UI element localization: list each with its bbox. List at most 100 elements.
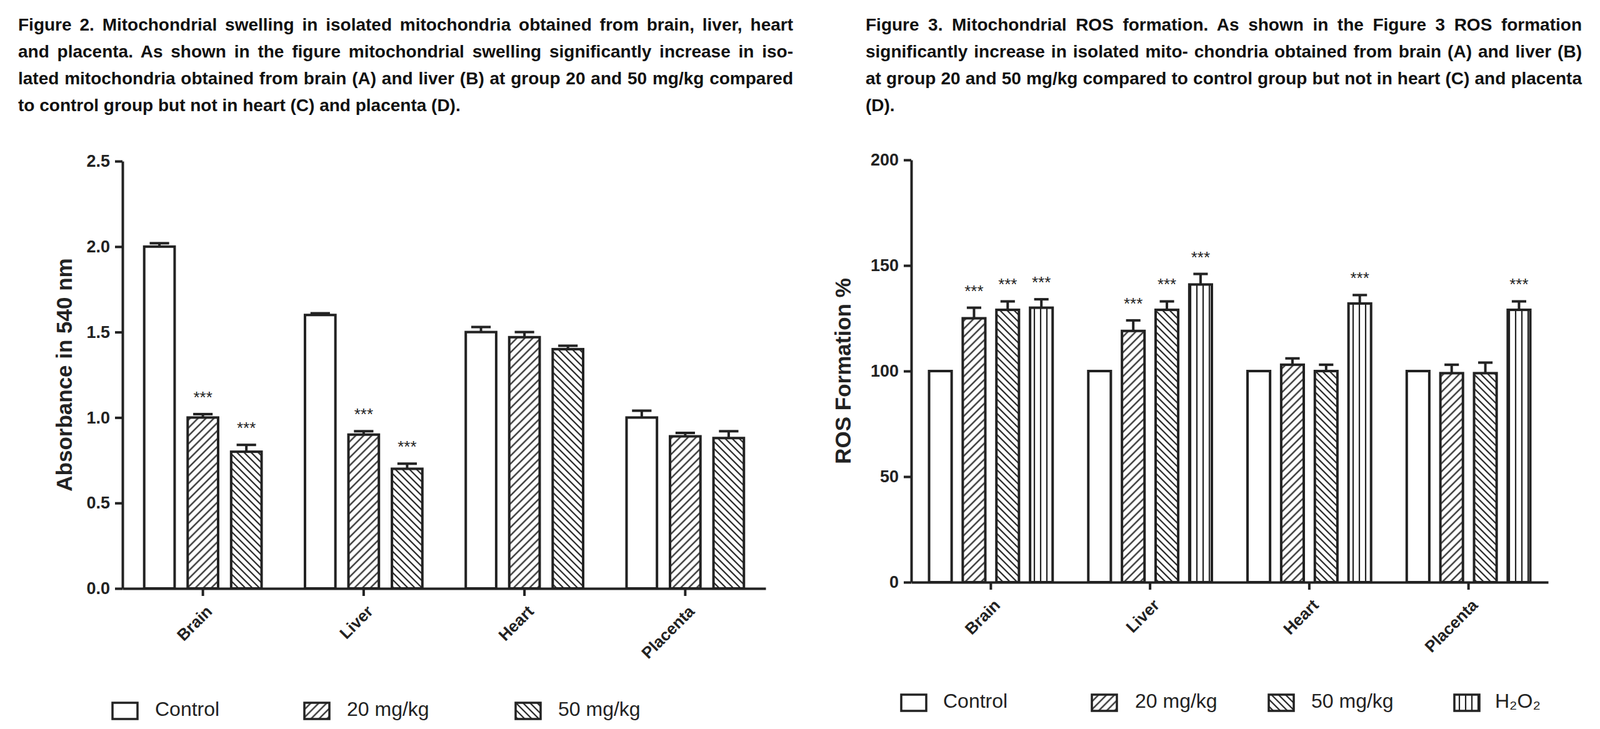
bar — [670, 436, 701, 589]
y-tick: 1.5 — [86, 323, 123, 342]
error-bar-cap — [718, 430, 739, 433]
x-axis-line — [911, 581, 1549, 585]
legend-swatch — [515, 703, 541, 720]
error-bar-stem — [1358, 295, 1362, 304]
x-axis: Brain Liver Heart Placenta — [123, 588, 767, 663]
y-tick-mark — [115, 160, 123, 164]
legend-swatch — [1268, 695, 1294, 712]
bar — [996, 310, 1019, 583]
legend-swatch — [112, 703, 138, 720]
y-tick: 1.0 — [86, 408, 123, 428]
error-bar-stem — [1517, 301, 1520, 310]
y-tick: 150 — [870, 256, 912, 275]
error-bar — [1034, 299, 1049, 309]
legend-label: 50 mg/kg — [558, 698, 641, 721]
error-bar — [397, 463, 417, 469]
error-bar-stem — [1199, 274, 1202, 285]
legend-item: 20 mg/kg — [304, 698, 430, 721]
y-tick-label: 0.5 — [86, 493, 110, 513]
error-bar — [1126, 320, 1141, 332]
annotations: ************************ — [964, 248, 1529, 314]
error-bar — [193, 414, 213, 418]
y-tick-label: 200 — [870, 150, 899, 170]
y-tick: 50 — [880, 467, 912, 487]
error-bar-cap — [1285, 357, 1300, 360]
significance-label: *** — [236, 418, 256, 438]
bar — [626, 417, 657, 589]
bar — [1406, 371, 1430, 583]
x-tick-mark — [683, 588, 687, 597]
error-bar-stem — [1006, 301, 1009, 310]
error-bar-cap — [1478, 361, 1493, 364]
bar — [465, 332, 497, 589]
error-bar-cap — [558, 344, 578, 347]
significance-label: *** — [397, 437, 417, 457]
legend-swatch — [1454, 695, 1480, 712]
legend-item: Control — [112, 698, 220, 721]
error-bar-cap — [193, 413, 213, 416]
bar — [1507, 310, 1530, 583]
bar — [305, 315, 336, 589]
error-bar-cap — [675, 431, 695, 435]
legend: Control20 mg/kg50 mg/kgH₂O₂ — [901, 690, 1541, 713]
error-bar-stem — [972, 308, 975, 319]
legend-label: 20 mg/kg — [1135, 690, 1218, 713]
plot-marks — [929, 274, 1531, 583]
y-tick-mark — [903, 159, 912, 162]
bar — [144, 246, 175, 589]
error-bar-stem — [1131, 320, 1135, 332]
x-tick-mark — [1148, 582, 1152, 590]
error-bar-cap — [1193, 273, 1208, 276]
y-tick-label: 150 — [870, 256, 899, 275]
bar — [1440, 373, 1464, 583]
x-tick-label: Liver — [335, 601, 377, 643]
error-bar-cap — [1160, 300, 1175, 303]
error-bar — [1193, 274, 1208, 285]
significance-label: *** — [193, 388, 212, 407]
error-bar-cap — [353, 430, 374, 433]
legend-swatch — [1091, 695, 1117, 712]
x-tick-mark — [989, 582, 992, 590]
error-bar — [1318, 365, 1334, 372]
error-bar-stem — [1450, 365, 1454, 374]
error-bar — [718, 431, 739, 439]
x-tick-mark — [523, 588, 526, 597]
x-tick: Liver — [335, 588, 377, 644]
error-bar-cap — [1126, 319, 1141, 322]
bar — [1247, 371, 1270, 583]
figure-caption: Figure 3. Mitochondrial ROS formation. A… — [865, 11, 1582, 119]
bar — [187, 417, 219, 589]
y-axis-title: ROS Formation % — [830, 278, 855, 465]
y-tick-mark — [903, 581, 912, 585]
y-tick: 2.5 — [86, 151, 123, 171]
bar — [1474, 373, 1497, 583]
bar — [1189, 284, 1212, 583]
x-tick: Heart — [495, 588, 538, 645]
y-tick-mark — [115, 245, 123, 249]
y-axis-title: Absorbance in 540 nm — [51, 258, 77, 492]
x-tick-label: Brain — [173, 601, 216, 645]
significance-label: *** — [354, 405, 374, 424]
x-tick-label: Placenta — [637, 601, 699, 663]
bar — [1030, 308, 1053, 583]
legend-item: 20 mg/kg — [1091, 690, 1218, 713]
x-tick: Placenta — [637, 588, 699, 663]
error-bar — [1511, 301, 1527, 310]
y-tick-label: 2.5 — [86, 151, 110, 171]
legend-label: Control — [943, 690, 1008, 713]
error-bar — [353, 431, 374, 435]
error-bar-cap — [1034, 298, 1049, 301]
bar — [1155, 310, 1179, 583]
y-tick-label: 1.5 — [86, 323, 110, 342]
y-tick: 0 — [889, 573, 912, 592]
error-bar — [1000, 301, 1015, 310]
x-tick: Heart — [1279, 582, 1322, 639]
significance-label: *** — [1031, 273, 1051, 292]
bar — [713, 438, 745, 589]
y-tick-label: 0.0 — [86, 579, 110, 599]
significance-label: *** — [1350, 268, 1369, 288]
legend-swatch — [901, 695, 927, 712]
chart: ************0.00.51.01.52.02.5BrainLiver… — [51, 151, 766, 721]
y-axis-line — [121, 161, 125, 590]
x-tick: Brain — [961, 582, 1004, 639]
